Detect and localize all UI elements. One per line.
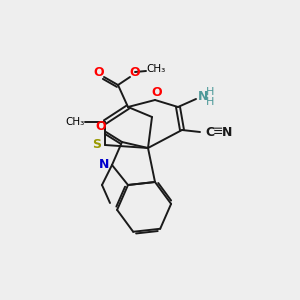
Text: O: O xyxy=(96,121,106,134)
Text: H: H xyxy=(206,87,214,97)
Text: O: O xyxy=(152,85,162,98)
Text: N: N xyxy=(222,125,232,139)
Text: H: H xyxy=(206,97,214,107)
Text: N: N xyxy=(99,158,109,172)
Text: N: N xyxy=(198,91,208,103)
Text: CH₃: CH₃ xyxy=(65,117,85,127)
Text: O: O xyxy=(130,65,140,79)
Text: ≡: ≡ xyxy=(213,124,224,137)
Text: CH₃: CH₃ xyxy=(146,64,166,74)
Text: O: O xyxy=(94,65,104,79)
Text: C: C xyxy=(205,125,214,139)
Text: S: S xyxy=(92,139,101,152)
